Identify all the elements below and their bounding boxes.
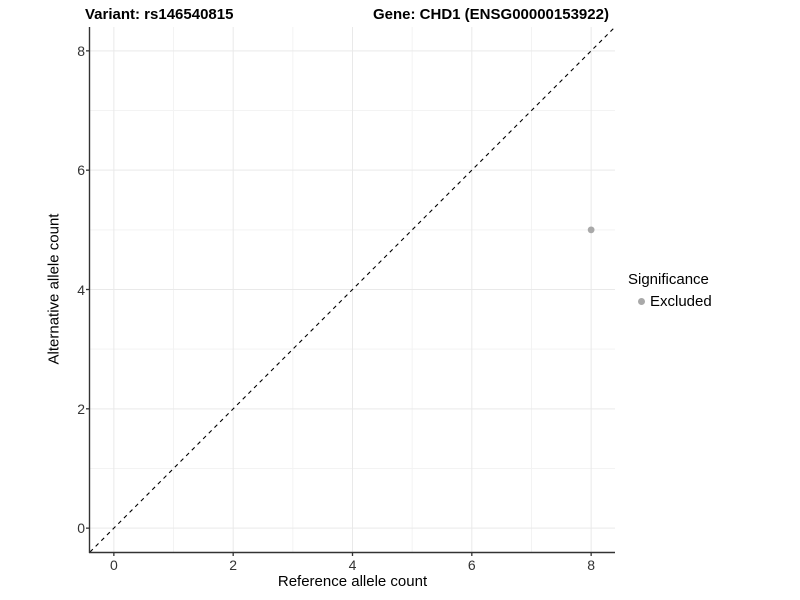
x-tick-label: 6: [467, 557, 476, 573]
legend-title: Significance: [628, 271, 709, 288]
legend-item-label: Excluded: [650, 293, 712, 310]
data-point: [587, 226, 595, 234]
legend-point-icon: [638, 298, 645, 305]
y-tick-label: 6: [77, 162, 85, 179]
y-tick-label: 8: [77, 42, 85, 59]
x-tick-label: 8: [587, 557, 596, 573]
x-tick-label: 4: [348, 557, 357, 573]
plot-title-gene: Gene: CHD1 (ENSG00000153922): [373, 6, 609, 23]
identity-line: [89, 26, 616, 553]
x-tick-label: 0: [109, 557, 118, 573]
x-tick-label: 2: [229, 557, 238, 573]
x-axis-title: Reference allele count: [277, 573, 428, 590]
y-tick-label: 0: [77, 520, 85, 537]
y-axis-title: Alternative allele count: [45, 213, 63, 365]
legend-item-excluded: Excluded: [638, 293, 712, 310]
legend: Significance Excluded: [628, 271, 712, 310]
y-tick-label: 4: [77, 281, 85, 298]
plot-title-variant: Variant: rs146540815: [85, 6, 234, 23]
y-tick-label: 2: [77, 400, 85, 417]
